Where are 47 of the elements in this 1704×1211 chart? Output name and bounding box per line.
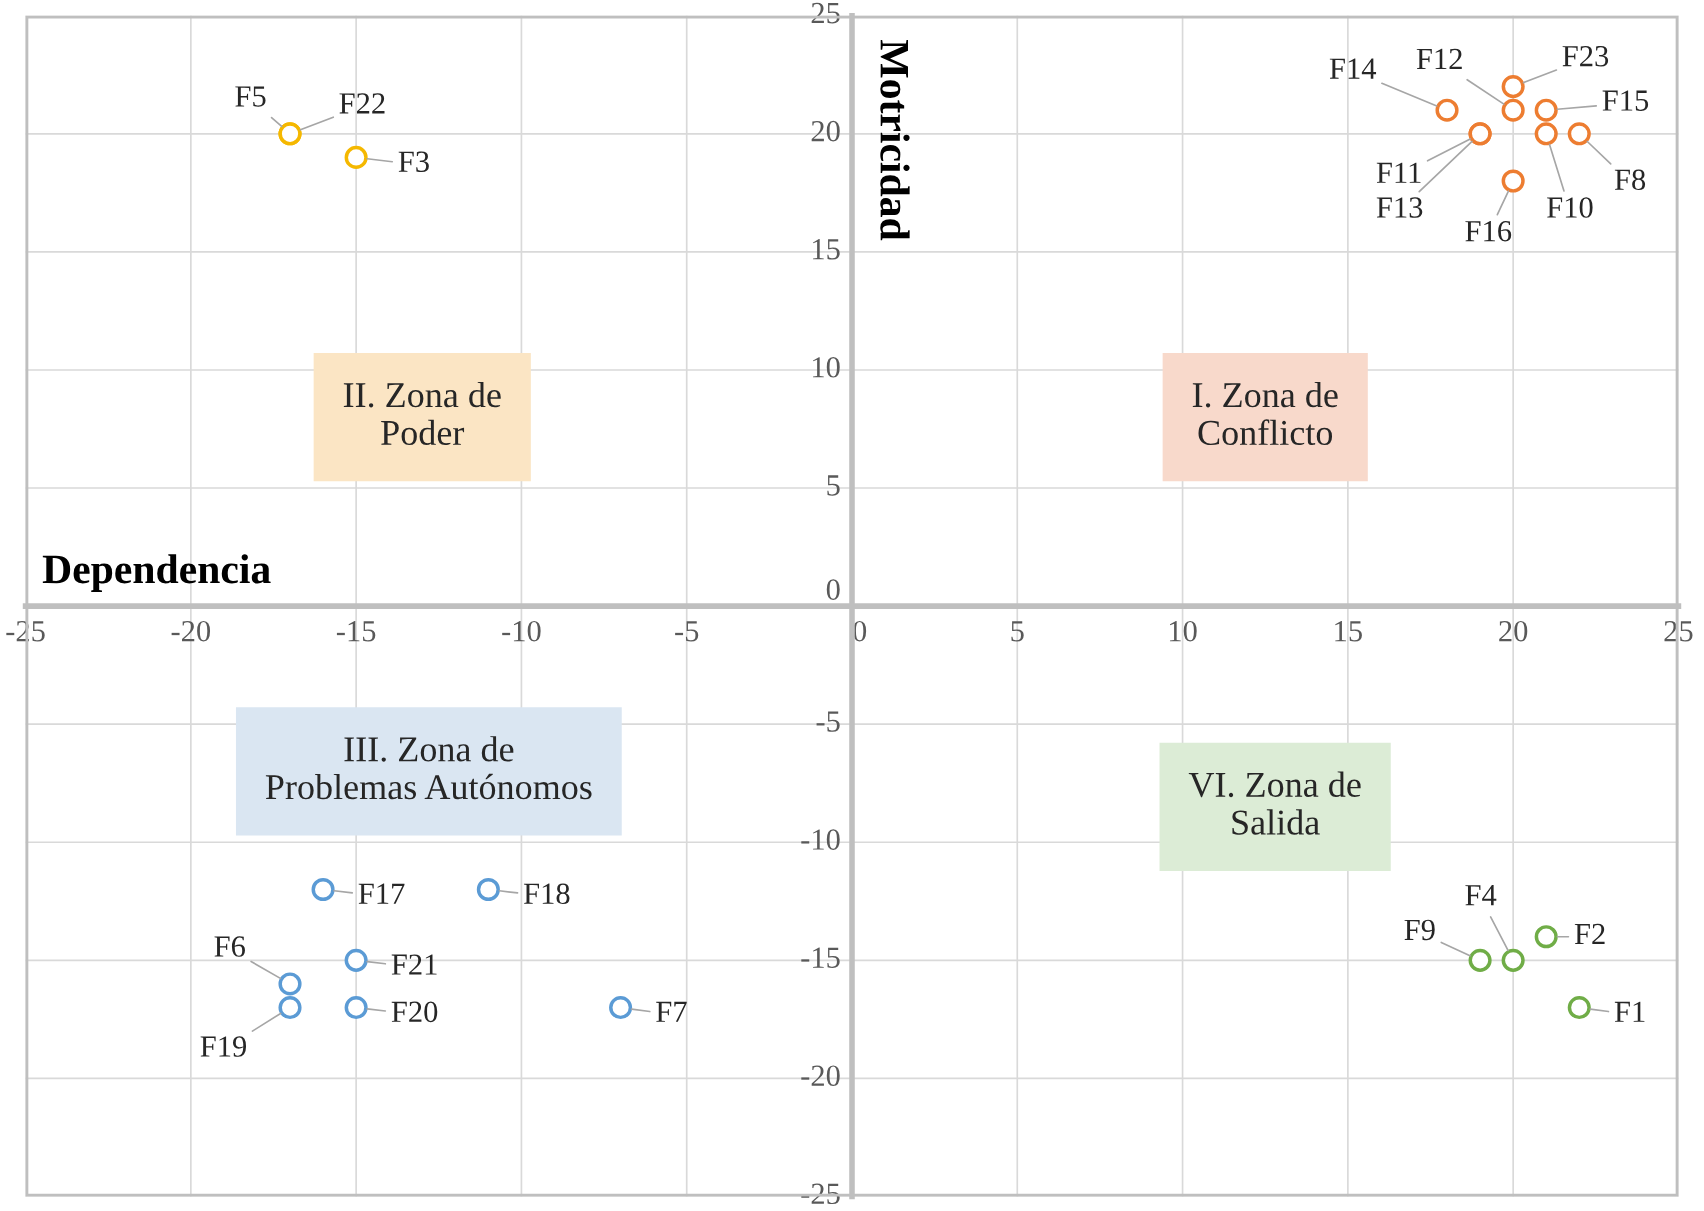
annotation: F15 (1602, 90, 1649, 111)
annotation: F14 (1329, 58, 1377, 79)
y-axis-title: Motricidad (880, 40, 910, 241)
x-tick-label: 20 (1499, 620, 1528, 642)
y-tick-label: -10 (801, 829, 840, 850)
x-tick-label: -20 (171, 620, 211, 642)
annotation: F10 (1547, 197, 1593, 218)
annotation: F9 (1404, 919, 1435, 941)
annotation: F8 (1614, 169, 1646, 191)
y-tick-label: 10 (813, 356, 840, 378)
x-tick-label: 25 (1664, 620, 1693, 642)
x-tick-label: -5 (675, 621, 699, 642)
y-tick-label: 15 (813, 239, 840, 260)
x-tick-label: 15 (1335, 621, 1362, 642)
annotation: III. Zona de Problemas Autónomos (265, 736, 592, 800)
y-tick-label: 0 (826, 579, 840, 600)
x-tick-label: -15 (336, 621, 376, 642)
annotation: F16 (1465, 220, 1512, 242)
annotation: F18 (523, 883, 570, 905)
x-tick-label: -10 (502, 620, 541, 642)
annotation: F21 (391, 954, 437, 975)
annotation: F17 (358, 883, 405, 904)
y-tick-label: -5 (816, 711, 840, 732)
annotation: F4 (1465, 885, 1497, 906)
annotation: F23 (1562, 45, 1609, 67)
x-tick-label: 10 (1169, 620, 1197, 642)
annotation: F20 (391, 1001, 438, 1023)
annotation: VI. Zona de Salida (1188, 771, 1361, 835)
y-tick-label: -15 (801, 947, 840, 968)
y-tick-label: 5 (827, 475, 840, 496)
annotation: I. Zona de Conflicto (1192, 381, 1338, 446)
annotation: F3 (398, 151, 429, 173)
x-axis-title: Dependencia (42, 554, 271, 592)
annotation: F13 (1376, 197, 1423, 218)
annotation: F2 (1574, 923, 1605, 945)
y-tick-label: -20 (801, 1065, 840, 1087)
annotation: F12 (1416, 48, 1462, 69)
annotation: F5 (235, 86, 266, 107)
x-tick-label: 5 (1011, 621, 1024, 642)
annotation: F22 (339, 93, 385, 114)
annotation: F7 (656, 1001, 687, 1022)
annotation: F6 (214, 936, 245, 957)
annotation: F19 (200, 1036, 247, 1057)
annotation: F11 (1376, 162, 1421, 183)
annotation: II. Zona de Poder (343, 381, 501, 446)
y-tick-label: 20 (811, 120, 840, 142)
annotation: F1 (1614, 1001, 1645, 1022)
